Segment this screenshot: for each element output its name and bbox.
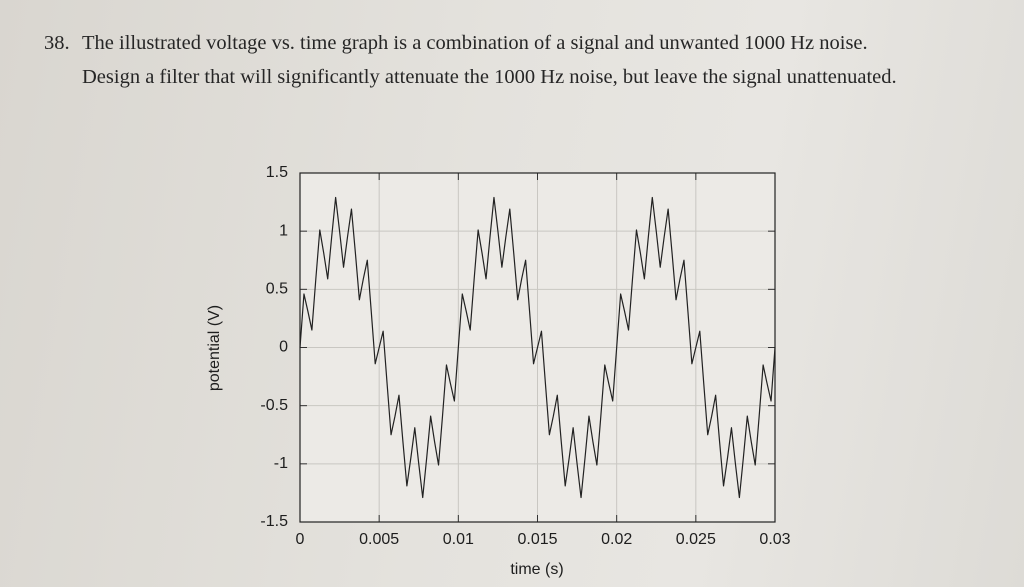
y-tick-label: 0 <box>279 339 288 356</box>
x-tick-label: 0.03 <box>759 531 790 548</box>
y-tick-label: 1.5 <box>266 164 288 181</box>
x-axis-label: time (s) <box>510 561 563 578</box>
x-tick-label: 0.01 <box>443 531 474 548</box>
y-tick-label: 1 <box>279 222 288 239</box>
y-tick-label: -1.5 <box>260 513 288 530</box>
y-tick-label: -0.5 <box>260 397 288 414</box>
question-text: The illustrated voltage vs. time graph i… <box>82 32 897 88</box>
x-tick-label: 0 <box>296 531 305 548</box>
y-axis-label: potential (V) <box>206 305 223 391</box>
question: 38. The illustrated voltage vs. time gra… <box>44 26 904 94</box>
y-tick-label: 0.5 <box>266 281 288 298</box>
signal-line <box>299 196 776 499</box>
x-tick-label: 0.02 <box>601 531 632 548</box>
y-tick-label: -1 <box>274 455 288 472</box>
x-tick-label: 0.005 <box>359 531 399 548</box>
x-tick-label: 0.025 <box>676 531 716 548</box>
x-tick-label: 0.015 <box>517 531 557 548</box>
question-number: 38. <box>44 32 70 54</box>
